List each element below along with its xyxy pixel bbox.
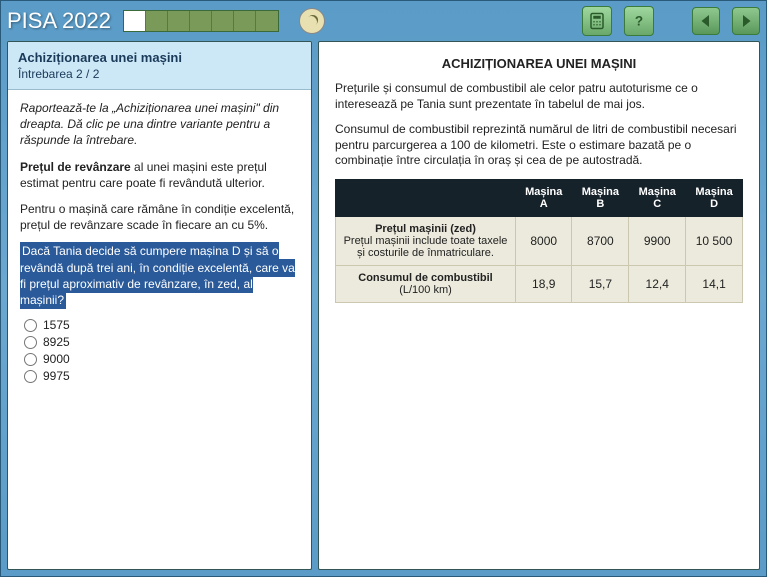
prev-button[interactable] <box>692 7 720 35</box>
para-resale: Prețul de revânzare al unei mașini este … <box>20 159 299 191</box>
help-button[interactable]: ? <box>624 6 654 36</box>
answer-option[interactable]: 8925 <box>24 335 299 349</box>
stimulus-panel: ACHIZIȚIONAREA UNEI MAȘINI Prețurile și … <box>318 41 760 570</box>
answer-radio[interactable] <box>24 370 37 383</box>
question-body: Raportează-te la „Achiziționarea unei ma… <box>8 90 311 396</box>
table-cell: 8700 <box>572 216 629 265</box>
answer-radio[interactable] <box>24 353 37 366</box>
panels: Achiziționarea unei mașini Întrebarea 2 … <box>1 41 766 576</box>
table-cell: 9900 <box>629 216 686 265</box>
question-panel: Achiziționarea unei mașini Întrebarea 2 … <box>7 41 312 570</box>
answer-radio[interactable] <box>24 319 37 332</box>
progress-cell <box>146 11 168 31</box>
answer-option[interactable]: 9000 <box>24 352 299 366</box>
stimulus-p2: Consumul de combustibil reprezintă număr… <box>335 122 743 169</box>
table-cell: 18,9 <box>516 265 572 302</box>
para-depreciation: Pentru o mașină care rămâne în condiție … <box>20 201 299 233</box>
answer-radio[interactable] <box>24 336 37 349</box>
table-body: Prețul mașinii (zed)Prețul mașinii inclu… <box>336 216 743 302</box>
answer-label: 9000 <box>43 352 70 366</box>
car-table: Mașina AMașina BMașina CMașina D Prețul … <box>335 179 743 303</box>
stimulus-p1: Prețurile și consumul de combustibil ale… <box>335 81 743 112</box>
app-frame: PISA 2022 ? Achiziționarea unei mașini Î… <box>0 0 767 577</box>
table-row: Consumul de combustibil(L/100 km)18,915,… <box>336 265 743 302</box>
help-icon: ? <box>630 12 648 30</box>
bold-term: Prețul de revânzare <box>20 160 131 174</box>
answer-label: 8925 <box>43 335 70 349</box>
answer-option[interactable]: 9975 <box>24 369 299 383</box>
table-col-header: Mașina A <box>516 179 572 216</box>
triangle-right-icon <box>737 12 755 30</box>
question-title: Achiziționarea unei mașini <box>18 50 301 65</box>
triangle-left-icon <box>697 12 715 30</box>
table-row-header: Consumul de combustibil(L/100 km) <box>336 265 516 302</box>
progress-cell <box>124 11 146 31</box>
progress-cell <box>168 11 190 31</box>
stimulus-title: ACHIZIȚIONAREA UNEI MAȘINI <box>335 56 743 71</box>
top-bar: PISA 2022 ? <box>1 1 766 41</box>
next-button[interactable] <box>732 7 760 35</box>
table-row-header: Prețul mașinii (zed)Prețul mașinii inclu… <box>336 216 516 265</box>
progress-cell <box>256 11 278 31</box>
table-corner <box>336 179 516 216</box>
table-col-header: Mașina C <box>629 179 686 216</box>
brand-label: PISA 2022 <box>7 8 111 34</box>
progress-cell <box>234 11 256 31</box>
table-header-row: Mașina AMașina BMașina CMașina D <box>336 179 743 216</box>
progress-cell <box>190 11 212 31</box>
answer-options: 1575 8925 9000 9975 <box>20 318 299 383</box>
answer-label: 9975 <box>43 369 70 383</box>
timer-icon <box>299 8 325 34</box>
question-prompt-highlight: Dacă Tania decide să cumpere mașina D și… <box>20 242 295 309</box>
calculator-icon <box>588 12 606 30</box>
answer-label: 1575 <box>43 318 70 332</box>
progress-bar <box>123 10 279 32</box>
intro-text: Raportează-te la „Achiziționarea unei ma… <box>20 101 279 147</box>
table-col-header: Mașina B <box>572 179 629 216</box>
table-cell: 8000 <box>516 216 572 265</box>
svg-text:?: ? <box>635 14 643 29</box>
table-col-header: Mașina D <box>686 179 743 216</box>
calculator-button[interactable] <box>582 6 612 36</box>
progress-cell <box>212 11 234 31</box>
answer-option[interactable]: 1575 <box>24 318 299 332</box>
question-header: Achiziționarea unei mașini Întrebarea 2 … <box>8 42 311 90</box>
table-cell: 10 500 <box>686 216 743 265</box>
table-cell: 15,7 <box>572 265 629 302</box>
question-subtitle: Întrebarea 2 / 2 <box>18 67 301 81</box>
table-cell: 12,4 <box>629 265 686 302</box>
table-row: Prețul mașinii (zed)Prețul mașinii inclu… <box>336 216 743 265</box>
table-cell: 14,1 <box>686 265 743 302</box>
